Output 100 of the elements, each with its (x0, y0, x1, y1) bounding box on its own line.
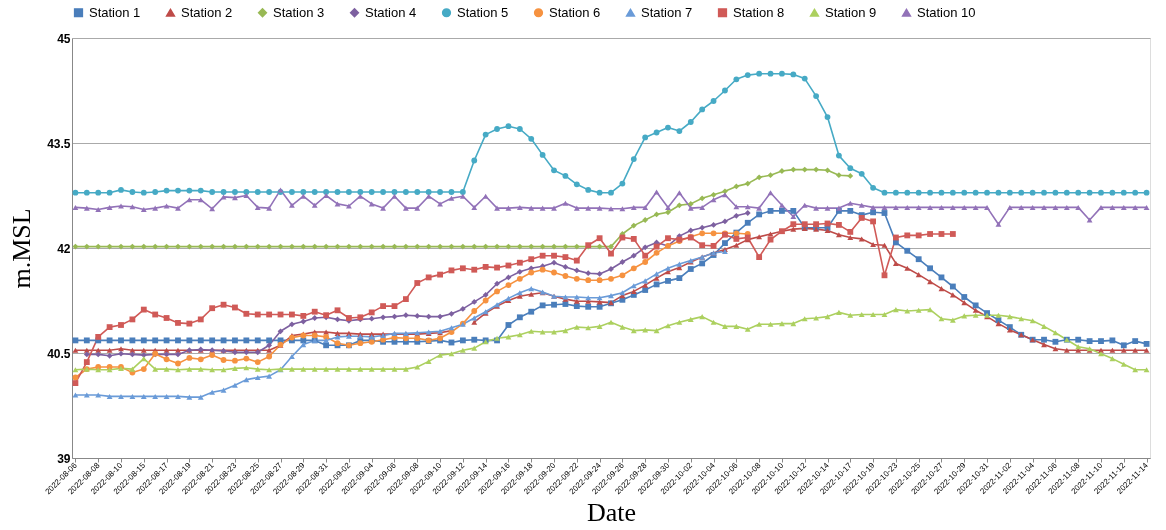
point (722, 218, 728, 225)
y-axis-title: m.MSL (7, 208, 37, 289)
point (471, 315, 478, 321)
point (175, 393, 181, 399)
point (140, 393, 147, 399)
point (209, 389, 216, 395)
point (163, 393, 170, 399)
point (254, 359, 261, 366)
point (596, 295, 603, 301)
point (277, 328, 284, 335)
point (585, 277, 592, 284)
point (106, 352, 113, 359)
legend-label: Station 5 (457, 4, 509, 20)
legend-label: Station 6 (549, 4, 601, 20)
point (243, 377, 250, 383)
point (380, 314, 387, 321)
point (551, 259, 557, 266)
point (243, 355, 250, 362)
point (573, 275, 580, 282)
point (311, 315, 318, 321)
y-tick-label: 43.5 (47, 136, 71, 151)
point (494, 280, 500, 287)
legend-label: Station 9 (825, 4, 877, 20)
point (140, 352, 147, 359)
x-axis-title: Date (586, 498, 637, 528)
point (72, 392, 79, 398)
point (619, 259, 626, 265)
point (414, 312, 421, 319)
point (608, 275, 614, 282)
point (630, 252, 637, 259)
point (528, 286, 535, 292)
point (197, 394, 204, 400)
point (163, 356, 170, 363)
legend-label: Station 2 (181, 4, 233, 20)
point (311, 332, 318, 339)
legend-label: Station 1 (89, 4, 141, 20)
legend-label: Station 7 (641, 4, 693, 20)
point (528, 269, 535, 276)
point (471, 298, 478, 305)
point (642, 244, 649, 251)
point (596, 277, 603, 284)
point (471, 308, 478, 314)
point (573, 267, 580, 274)
point (232, 382, 238, 388)
point (619, 272, 626, 279)
legend-label: Station 4 (365, 4, 417, 20)
point (152, 393, 159, 399)
point (118, 350, 124, 357)
point (448, 310, 455, 317)
y-tick-label: 45 (57, 31, 71, 46)
point (254, 374, 261, 381)
legend-label: Station 3 (273, 4, 325, 20)
point (630, 265, 637, 272)
point (710, 230, 717, 237)
legend-label: Station 10 (917, 4, 976, 20)
point (562, 263, 569, 270)
point (266, 373, 273, 379)
point (300, 318, 307, 325)
y-tick-label: 40.5 (47, 346, 71, 361)
point (699, 230, 706, 237)
point (232, 357, 238, 364)
point (72, 374, 79, 381)
point (608, 293, 614, 299)
point (83, 392, 90, 398)
point (687, 227, 694, 234)
point (106, 393, 113, 399)
point (653, 249, 660, 256)
point (482, 297, 489, 304)
point (334, 316, 341, 323)
point (562, 273, 569, 279)
point (95, 392, 102, 398)
point (733, 212, 740, 219)
point (551, 269, 557, 276)
point (83, 351, 90, 358)
point (323, 333, 330, 340)
point (289, 321, 295, 328)
point (220, 357, 227, 363)
point (482, 291, 489, 298)
point (140, 366, 147, 373)
point (665, 265, 671, 271)
point (289, 353, 295, 360)
point (710, 221, 717, 228)
point (573, 294, 580, 300)
point (437, 313, 443, 320)
point (209, 352, 216, 359)
point (129, 393, 136, 399)
y-tick-label: 39 (57, 451, 71, 466)
point (596, 270, 603, 277)
point (95, 351, 102, 358)
point (175, 360, 181, 367)
point (186, 354, 193, 361)
point (642, 259, 649, 265)
point (300, 342, 307, 348)
legend-label: Station 8 (733, 4, 785, 20)
point (699, 224, 706, 231)
point (175, 351, 181, 358)
point (266, 342, 273, 349)
point (197, 356, 204, 363)
point (676, 261, 683, 267)
point (118, 393, 124, 399)
